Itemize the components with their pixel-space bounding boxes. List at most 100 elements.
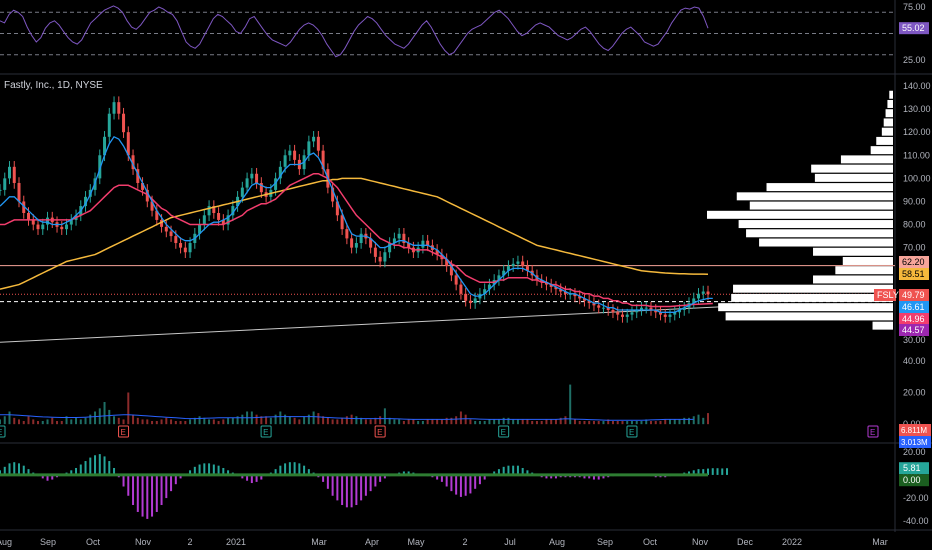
macd-bar-124 [588,474,591,479]
volume-profile-bar-25 [872,321,893,330]
volume-ma-line [0,414,694,421]
macd-bar-4 [18,463,21,475]
macd-bar-74 [350,474,353,508]
volume-bar-141 [668,419,671,425]
candle-body-125 [592,303,596,306]
price-label-bg-FSLY [874,289,896,301]
macd-bar-22 [103,456,106,475]
candle-body-82 [388,243,392,253]
x-tick-Aug-0: Aug [0,537,12,547]
volume-bar-81 [383,408,386,425]
macd-bar-5 [22,465,25,475]
candle-body-146 [692,298,696,304]
candle-body-66 [312,136,316,142]
volume-profile-bar-21 [733,284,893,293]
macd-bar-69 [326,474,329,489]
volume-bar-5 [22,421,25,425]
volume-bar-9 [41,421,44,425]
price-label-46.61: 46.61 [902,302,925,312]
volume-label-1: 3.013M [901,438,928,447]
volume-bar-139 [659,421,662,425]
macd-bar-96 [455,474,458,495]
candle-body-38 [179,243,183,248]
candle-body-8 [36,224,40,230]
volume-bar-128 [607,419,610,425]
volume-bar-58 [274,414,277,425]
candle-body-106 [502,270,506,276]
macd-bar-10 [46,474,49,481]
candle-body-44 [207,206,211,216]
volume-bar-112 [531,421,534,425]
macd-bar-77 [364,474,367,496]
macd-bar-6 [27,469,30,475]
price-tick-120.00: 120.00 [903,127,931,137]
macd-bar-60 [284,463,287,475]
volume-bar-50 [236,416,239,425]
volume-bar-13 [60,421,63,425]
volume-bar-85 [402,421,405,425]
volume-bar-124 [588,421,591,425]
macd-bar-52 [246,474,249,481]
volume-bar-60 [284,414,287,425]
earnings-marker-3 [374,425,386,438]
candle-body-108 [511,263,515,267]
candle-body-1 [3,178,7,190]
x-tick-Nov-14: Nov [692,537,709,547]
candle-body-58 [274,178,278,190]
volume-bar-147 [697,414,700,425]
price-tick-130.00: 130.00 [903,104,931,114]
volume-profile-bar-22 [731,293,893,302]
price-label-44.57: 44.57 [902,325,925,335]
volume-bar-93 [440,419,443,425]
candle-body-126 [597,305,601,308]
volume-bar-134 [635,421,638,425]
volume-bar-45 [212,419,215,425]
x-tick-Oct-2: Oct [86,537,101,547]
macd-bar-47 [222,467,225,475]
macd-bar-33 [155,474,158,512]
volume-bar-140 [664,419,667,425]
volume-bar-127 [602,421,605,425]
x-tick-2-9: 2 [462,537,467,547]
volume-bar-40 [189,419,192,425]
candle-body-83 [392,238,396,244]
candle-body-15 [69,219,73,225]
macd-bar-42 [198,464,201,475]
candle-body-23 [107,113,111,137]
candle-body-136 [644,307,648,309]
macd-bar-151 [716,468,719,475]
candle-body-85 [402,233,406,244]
macd-bar-92 [436,474,439,480]
x-tick-Aug-11: Aug [549,537,565,547]
candle-body-123 [582,298,586,301]
price-tick-100.00: 100.00 [903,173,931,183]
candle-body-52 [245,178,249,188]
volume-profile-bar-16 [759,238,893,247]
volume-bar-2 [8,411,11,425]
candle-body-46 [217,213,221,220]
volume-bar-145 [687,417,690,425]
macd-bar-40 [189,470,192,475]
candle-body-144 [682,307,686,310]
volume-bar-92 [436,419,439,425]
macd-bar-51 [241,474,244,479]
candle-body-73 [345,229,349,239]
candle-body-47 [221,219,225,225]
volume-profile-bar-3 [883,118,893,127]
candle-body-105 [497,275,501,280]
volume-bar-80 [379,416,382,425]
volume-bar-66 [312,411,315,425]
volume-bar-38 [179,421,182,425]
volume-bar-25 [117,417,120,425]
macd-bar-85 [402,471,405,475]
macd-bar-65 [307,469,310,475]
volume-bar-29 [136,417,139,425]
volume-bar-106 [502,417,505,425]
volume-profile-bar-17 [813,247,893,256]
price-label-bg-58.51 [899,268,929,280]
macd-bar-97 [459,474,462,497]
macd-bar-16 [75,467,78,475]
macd-bar-116 [550,474,553,479]
candle-body-132 [625,314,629,317]
